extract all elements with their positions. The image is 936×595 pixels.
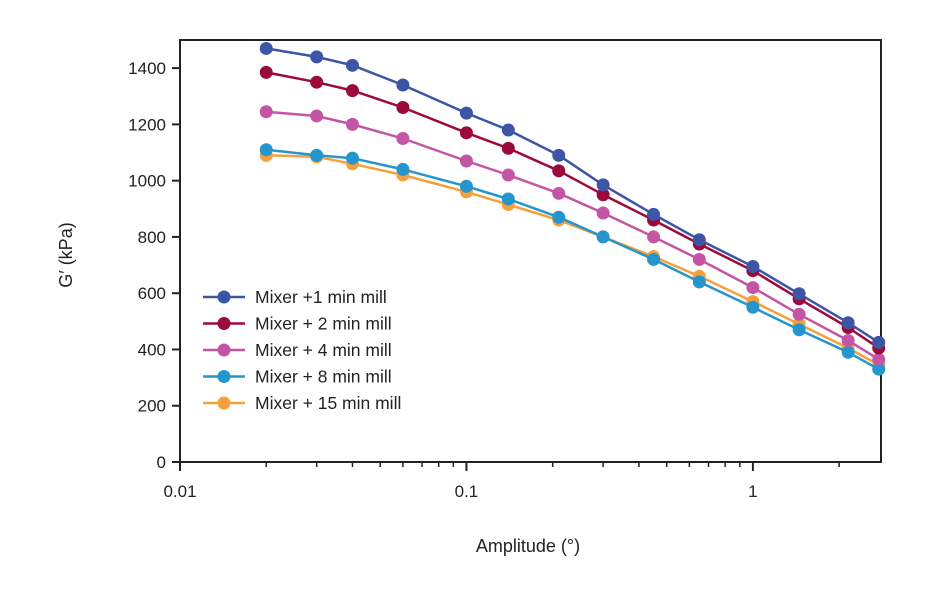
legend-label: Mixer + 4 min mill bbox=[255, 340, 392, 360]
data-point bbox=[841, 316, 855, 330]
series-line bbox=[266, 148, 880, 371]
data-point bbox=[310, 50, 324, 64]
legend-label: Mixer +1 min mill bbox=[255, 287, 387, 307]
x-tick-label: 0.01 bbox=[163, 482, 196, 501]
data-point bbox=[596, 206, 610, 220]
series-line bbox=[265, 71, 880, 350]
data-point bbox=[746, 281, 760, 295]
data-point bbox=[396, 131, 410, 145]
data-point bbox=[310, 109, 324, 123]
data-point bbox=[396, 78, 410, 92]
legend-item: Mixer + 8 min mill bbox=[203, 367, 392, 387]
x-axis: 0.01 0.1 1 bbox=[163, 462, 840, 501]
data-point bbox=[310, 148, 324, 162]
data-point bbox=[459, 106, 473, 120]
legend-swatch-marker bbox=[217, 370, 231, 383]
data-point bbox=[345, 117, 359, 131]
legend-item: Mixer + 2 min mill bbox=[203, 314, 392, 334]
legend-label: Mixer + 8 min mill bbox=[255, 367, 392, 387]
series-line bbox=[266, 154, 880, 366]
data-point bbox=[596, 178, 610, 192]
legend-label: Mixer + 2 min mill bbox=[255, 314, 392, 334]
series-3 bbox=[259, 105, 886, 366]
data-point bbox=[746, 300, 760, 314]
x-axis-title: Amplitude (°) bbox=[476, 536, 580, 556]
y-axis-title: G′ (kPa) bbox=[56, 222, 76, 287]
series-5 bbox=[259, 148, 886, 372]
data-point bbox=[396, 101, 410, 115]
data-point bbox=[792, 307, 806, 321]
data-point bbox=[872, 352, 886, 366]
data-point bbox=[841, 345, 855, 359]
data-point bbox=[692, 233, 706, 247]
x-tick-label: 1 bbox=[748, 482, 757, 501]
data-point bbox=[552, 210, 566, 224]
series-line bbox=[265, 47, 880, 344]
data-point bbox=[552, 186, 566, 200]
legend-item: Mixer +1 min mill bbox=[203, 287, 387, 307]
data-point bbox=[259, 41, 273, 55]
data-point bbox=[692, 252, 706, 266]
series-4 bbox=[259, 143, 886, 376]
y-tick-label: 400 bbox=[138, 340, 166, 359]
data-point bbox=[501, 168, 515, 182]
data-point bbox=[345, 58, 359, 72]
y-axis: 0 200 400 600 800 1000 1200 1400 bbox=[128, 59, 180, 472]
data-point bbox=[501, 141, 515, 155]
legend-swatch-marker bbox=[217, 290, 231, 304]
data-point bbox=[596, 188, 610, 202]
legend: Mixer +1 min mill Mixer + 2 min mill Mixer… bbox=[203, 287, 401, 413]
x-tick-label: 0.1 bbox=[455, 482, 479, 501]
data-point bbox=[501, 192, 515, 206]
y-tick-label: 1000 bbox=[128, 172, 166, 191]
legend-swatch-marker bbox=[217, 343, 231, 357]
data-point bbox=[872, 362, 886, 376]
legend-swatch-marker bbox=[217, 396, 231, 410]
data-point bbox=[259, 143, 273, 157]
y-tick-label: 0 bbox=[157, 453, 166, 472]
series-line bbox=[266, 110, 880, 361]
data-point bbox=[552, 164, 566, 178]
data-point bbox=[647, 230, 661, 244]
data-point bbox=[259, 65, 273, 79]
legend-item: Mixer + 4 min mill bbox=[203, 340, 392, 360]
y-tick-label: 200 bbox=[138, 397, 166, 416]
series-layer bbox=[259, 41, 886, 376]
y-tick-label: 800 bbox=[138, 228, 166, 247]
data-point bbox=[459, 126, 473, 140]
data-point bbox=[792, 287, 806, 301]
y-tick-label: 1200 bbox=[128, 115, 166, 134]
data-point bbox=[596, 230, 610, 244]
data-point bbox=[552, 148, 566, 162]
data-point bbox=[396, 162, 410, 176]
data-point bbox=[647, 207, 661, 221]
data-point bbox=[792, 323, 806, 337]
data-point bbox=[459, 154, 473, 168]
legend-swatch-marker bbox=[217, 317, 231, 330]
y-tick-label: 600 bbox=[138, 284, 166, 303]
series-1 bbox=[259, 41, 886, 349]
data-point bbox=[841, 333, 855, 347]
data-point bbox=[345, 84, 359, 98]
data-point bbox=[872, 335, 886, 349]
legend-item: Mixer + 15 min mill bbox=[203, 393, 401, 413]
legend-label: Mixer + 15 min mill bbox=[255, 393, 401, 413]
data-point bbox=[310, 75, 324, 89]
data-point bbox=[345, 151, 359, 165]
data-point bbox=[647, 252, 661, 266]
data-point bbox=[459, 179, 473, 193]
data-point bbox=[746, 259, 760, 273]
data-point bbox=[501, 123, 515, 137]
data-point bbox=[259, 105, 273, 119]
data-point bbox=[692, 275, 706, 289]
y-tick-label: 1400 bbox=[128, 59, 166, 78]
plot-frame bbox=[179, 39, 882, 463]
